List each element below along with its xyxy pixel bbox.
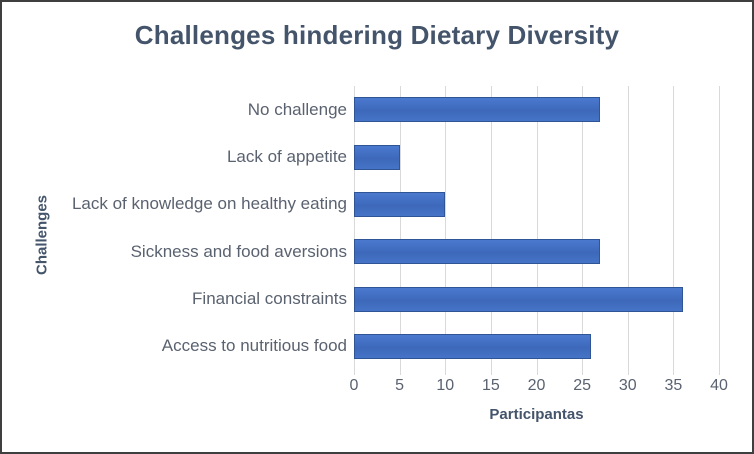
x-tick-label: 35	[664, 377, 683, 394]
category-label: Financial constraints	[192, 288, 347, 308]
x-tick-label: 40	[710, 377, 728, 394]
bar	[354, 191, 446, 217]
bar	[354, 286, 683, 312]
category-label: Sickness and food aversions	[130, 241, 347, 261]
x-tick-label: 15	[481, 377, 500, 394]
x-tick-label: 30	[618, 377, 637, 394]
category-label: Access to nutritious food	[161, 336, 347, 356]
bar	[354, 333, 592, 359]
gridline	[445, 86, 447, 375]
gridline	[582, 86, 584, 375]
x-tick-label: 10	[436, 377, 455, 394]
gridline	[354, 86, 355, 375]
chart-title: Challenges hindering Dietary Diversity	[134, 20, 620, 50]
x-tick-label: 20	[527, 377, 546, 394]
gridline	[536, 86, 538, 375]
category-label: Lack of knowledge on healthy eating	[71, 194, 347, 214]
gridline	[719, 86, 720, 375]
category-label: Lack of appetite	[226, 146, 347, 166]
bar	[354, 144, 400, 170]
category-label: No challenge	[247, 99, 347, 119]
x-tick-label: 0	[349, 377, 359, 394]
x-tick-labels: 0 5 10 15 20 25 30 35 40	[350, 377, 728, 397]
gridline	[627, 86, 629, 375]
x-tick-label: 25	[573, 377, 592, 394]
x-tick-label: 5	[395, 377, 405, 394]
x-axis-title: Participantas	[489, 406, 584, 423]
gridline	[399, 86, 401, 375]
plot-area	[354, 86, 720, 375]
gridline	[490, 86, 492, 375]
gridline	[673, 86, 675, 375]
category-axis-labels: No challenge Lack of appetite Lack of know…	[42, 86, 347, 370]
bar	[354, 239, 601, 265]
bar	[354, 97, 601, 123]
